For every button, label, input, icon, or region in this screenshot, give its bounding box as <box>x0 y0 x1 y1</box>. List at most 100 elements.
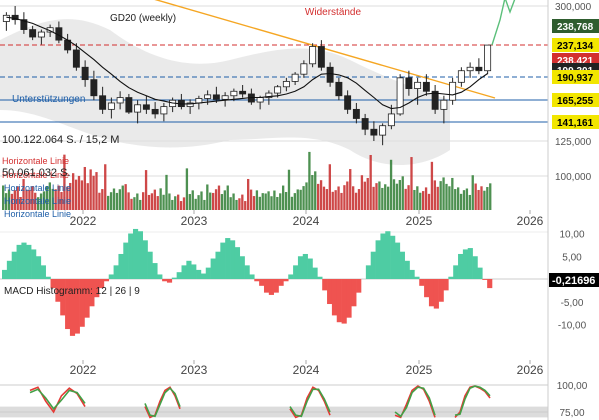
volume-bar <box>37 197 40 210</box>
macd-bar <box>244 265 250 279</box>
volume-bar <box>340 192 343 210</box>
macd-bar <box>322 279 328 291</box>
macd-bar <box>477 267 483 279</box>
volume-bar <box>168 193 171 210</box>
candle-body <box>396 77 404 115</box>
macd-tick: 10,00 <box>559 230 584 241</box>
volume-bar <box>83 166 86 210</box>
volume-bar <box>74 179 78 210</box>
volume-bar <box>226 185 229 210</box>
volume-bar <box>430 161 434 210</box>
volume-bar <box>194 198 197 210</box>
volume-bar <box>95 172 98 210</box>
macd-bar <box>453 265 459 279</box>
volume-bar <box>366 177 369 210</box>
macd-bar <box>196 269 202 279</box>
volume-bar <box>130 198 133 210</box>
volume-bar <box>142 192 145 210</box>
volume-bar <box>439 181 442 210</box>
price-year-tick: 2023 <box>181 214 208 228</box>
volume-bar <box>191 190 194 210</box>
volume-bar <box>273 190 276 210</box>
macd-bar <box>50 279 56 289</box>
candle-body <box>405 77 413 89</box>
price-tag-top-bg <box>552 19 599 33</box>
macd-bar <box>380 233 386 279</box>
macd-bar <box>147 251 153 279</box>
macd-bar <box>273 279 279 293</box>
volume-bar <box>244 201 247 210</box>
price-year-tick: 2025 <box>406 214 433 228</box>
candle-body <box>230 90 238 97</box>
volume-bar <box>98 192 101 210</box>
volume-bar <box>486 187 489 210</box>
macd-bar <box>118 253 124 279</box>
volume-bar <box>171 199 174 210</box>
volume-bar <box>165 174 168 210</box>
macd-bar <box>26 244 32 279</box>
candle-body <box>99 95 107 110</box>
volume-bar <box>80 180 84 210</box>
candle-body <box>484 44 492 72</box>
candle-body <box>212 94 220 100</box>
volume-bar <box>10 193 14 210</box>
candle-body <box>379 125 387 136</box>
candle-body <box>116 97 124 104</box>
volume-bar <box>270 196 273 210</box>
volume-bar <box>255 190 259 210</box>
volume-bar <box>267 191 270 210</box>
volume-bar <box>19 196 22 210</box>
volume-bar <box>235 199 238 210</box>
candle-body <box>90 79 98 97</box>
volume-bar <box>45 186 49 210</box>
candle-body <box>291 73 299 82</box>
macd-bar <box>99 279 105 289</box>
volume-bar <box>392 179 396 210</box>
candle-body <box>317 46 325 68</box>
volume-bar <box>328 164 331 210</box>
macd-bar <box>84 279 90 318</box>
macd-bar <box>6 260 13 279</box>
volume-bar <box>302 186 305 210</box>
stoch-line <box>394 386 436 418</box>
volume-bar <box>343 185 346 210</box>
macd-bar <box>210 258 216 279</box>
macd-bar <box>137 231 143 279</box>
candle-body <box>449 81 457 101</box>
macd-bar <box>327 279 333 305</box>
volume-bar <box>314 171 317 210</box>
volume-bar <box>77 175 81 210</box>
volume-bar <box>442 177 445 210</box>
volume-bar <box>118 189 121 210</box>
macd-bar <box>239 256 245 279</box>
macd-bar <box>297 256 304 279</box>
volume-bar <box>31 186 34 210</box>
macd-bar <box>317 276 323 279</box>
horizontal-line-label: Horizontale Linie <box>4 209 71 219</box>
price-tick: 125,000 <box>555 137 592 148</box>
volume-bar <box>360 175 364 210</box>
macd-bar <box>176 272 182 279</box>
macd-bar <box>336 279 342 323</box>
volume-bar <box>483 190 486 210</box>
macd-bar <box>69 279 76 336</box>
macd-bar <box>89 279 95 307</box>
volume-bar <box>457 187 460 210</box>
macd-year-tick: 2025 <box>406 363 433 377</box>
price-year-tick: 2024 <box>293 214 320 228</box>
volume-bar <box>363 181 366 210</box>
volume-bar <box>232 193 235 210</box>
macd-bar <box>443 279 449 291</box>
stoch-line <box>144 386 181 419</box>
price-tick: 300,000 <box>555 2 592 13</box>
macd-bar <box>341 279 347 324</box>
volume-bar <box>127 192 130 210</box>
volume-bar <box>136 193 139 210</box>
macd-bar <box>390 235 396 279</box>
bollinger-band <box>0 19 450 166</box>
price-tag-dashed-bg <box>552 70 599 84</box>
volume-bar <box>101 189 104 210</box>
volume-bar <box>147 194 151 210</box>
candle-body <box>344 95 352 110</box>
macd-bar <box>356 279 362 293</box>
